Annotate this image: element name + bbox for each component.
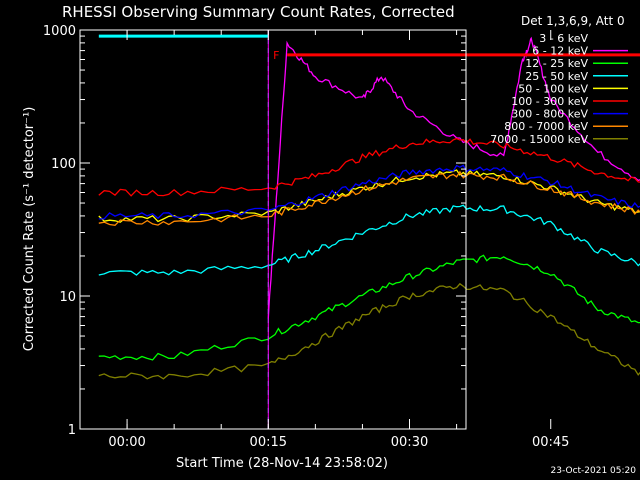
legend-label: 3 - 6 keV [539,32,588,45]
legend-label: 6 - 12 keV [532,45,588,58]
legend-label: 300 - 800 keV [511,108,588,121]
series-line-6 [98,164,640,220]
legend-label: 12 - 25 keV [525,57,588,70]
footer-timestamp: 23-Oct-2021 05:20 [551,466,637,476]
series-line-1 [267,36,640,319]
plot-frame [79,29,467,430]
y-axis-label: Corrected Count Rate (s⁻¹ detector⁻¹) [22,107,37,352]
x-tick-label: 00:45 [532,435,569,450]
x-tick-label: 00:15 [250,435,287,450]
legend-label: 7000 - 15000 keV [490,133,588,146]
series-line-0 [286,35,640,131]
flare-flag-label: F [273,49,279,62]
series-line-2 [98,254,640,361]
plot-area: F [98,30,640,429]
x-axis-label: Start Time (28-Nov-14 23:58:02) [176,456,388,471]
x-tick-label: 00:00 [108,435,145,450]
series-line-8 [98,282,640,380]
chart-title: RHESSI Observing Summary Count Rates, Co… [62,3,455,21]
legend-title: Det 1,3,6,9, Att 0 [521,14,625,28]
legend-label: 800 - 7000 keV [504,120,588,133]
y-tick-label: 100 [51,157,76,172]
y-tick-label: 1 [68,423,76,438]
series-line-3 [98,204,640,276]
legend-label: 50 - 100 keV [518,82,588,95]
y-tick-label: 1000 [43,24,76,39]
y-tick-label: 10 [59,290,76,305]
legend-label: 25 - 50 keV [525,70,588,83]
legend-label: 100 - 300 keV [511,95,588,108]
x-tick-label: 00:30 [391,435,428,450]
series-line-5 [98,137,640,197]
axes: 00:0000:1500:3000:4501:0001:1501:3011010… [43,24,570,450]
series-line-7 [98,170,640,226]
